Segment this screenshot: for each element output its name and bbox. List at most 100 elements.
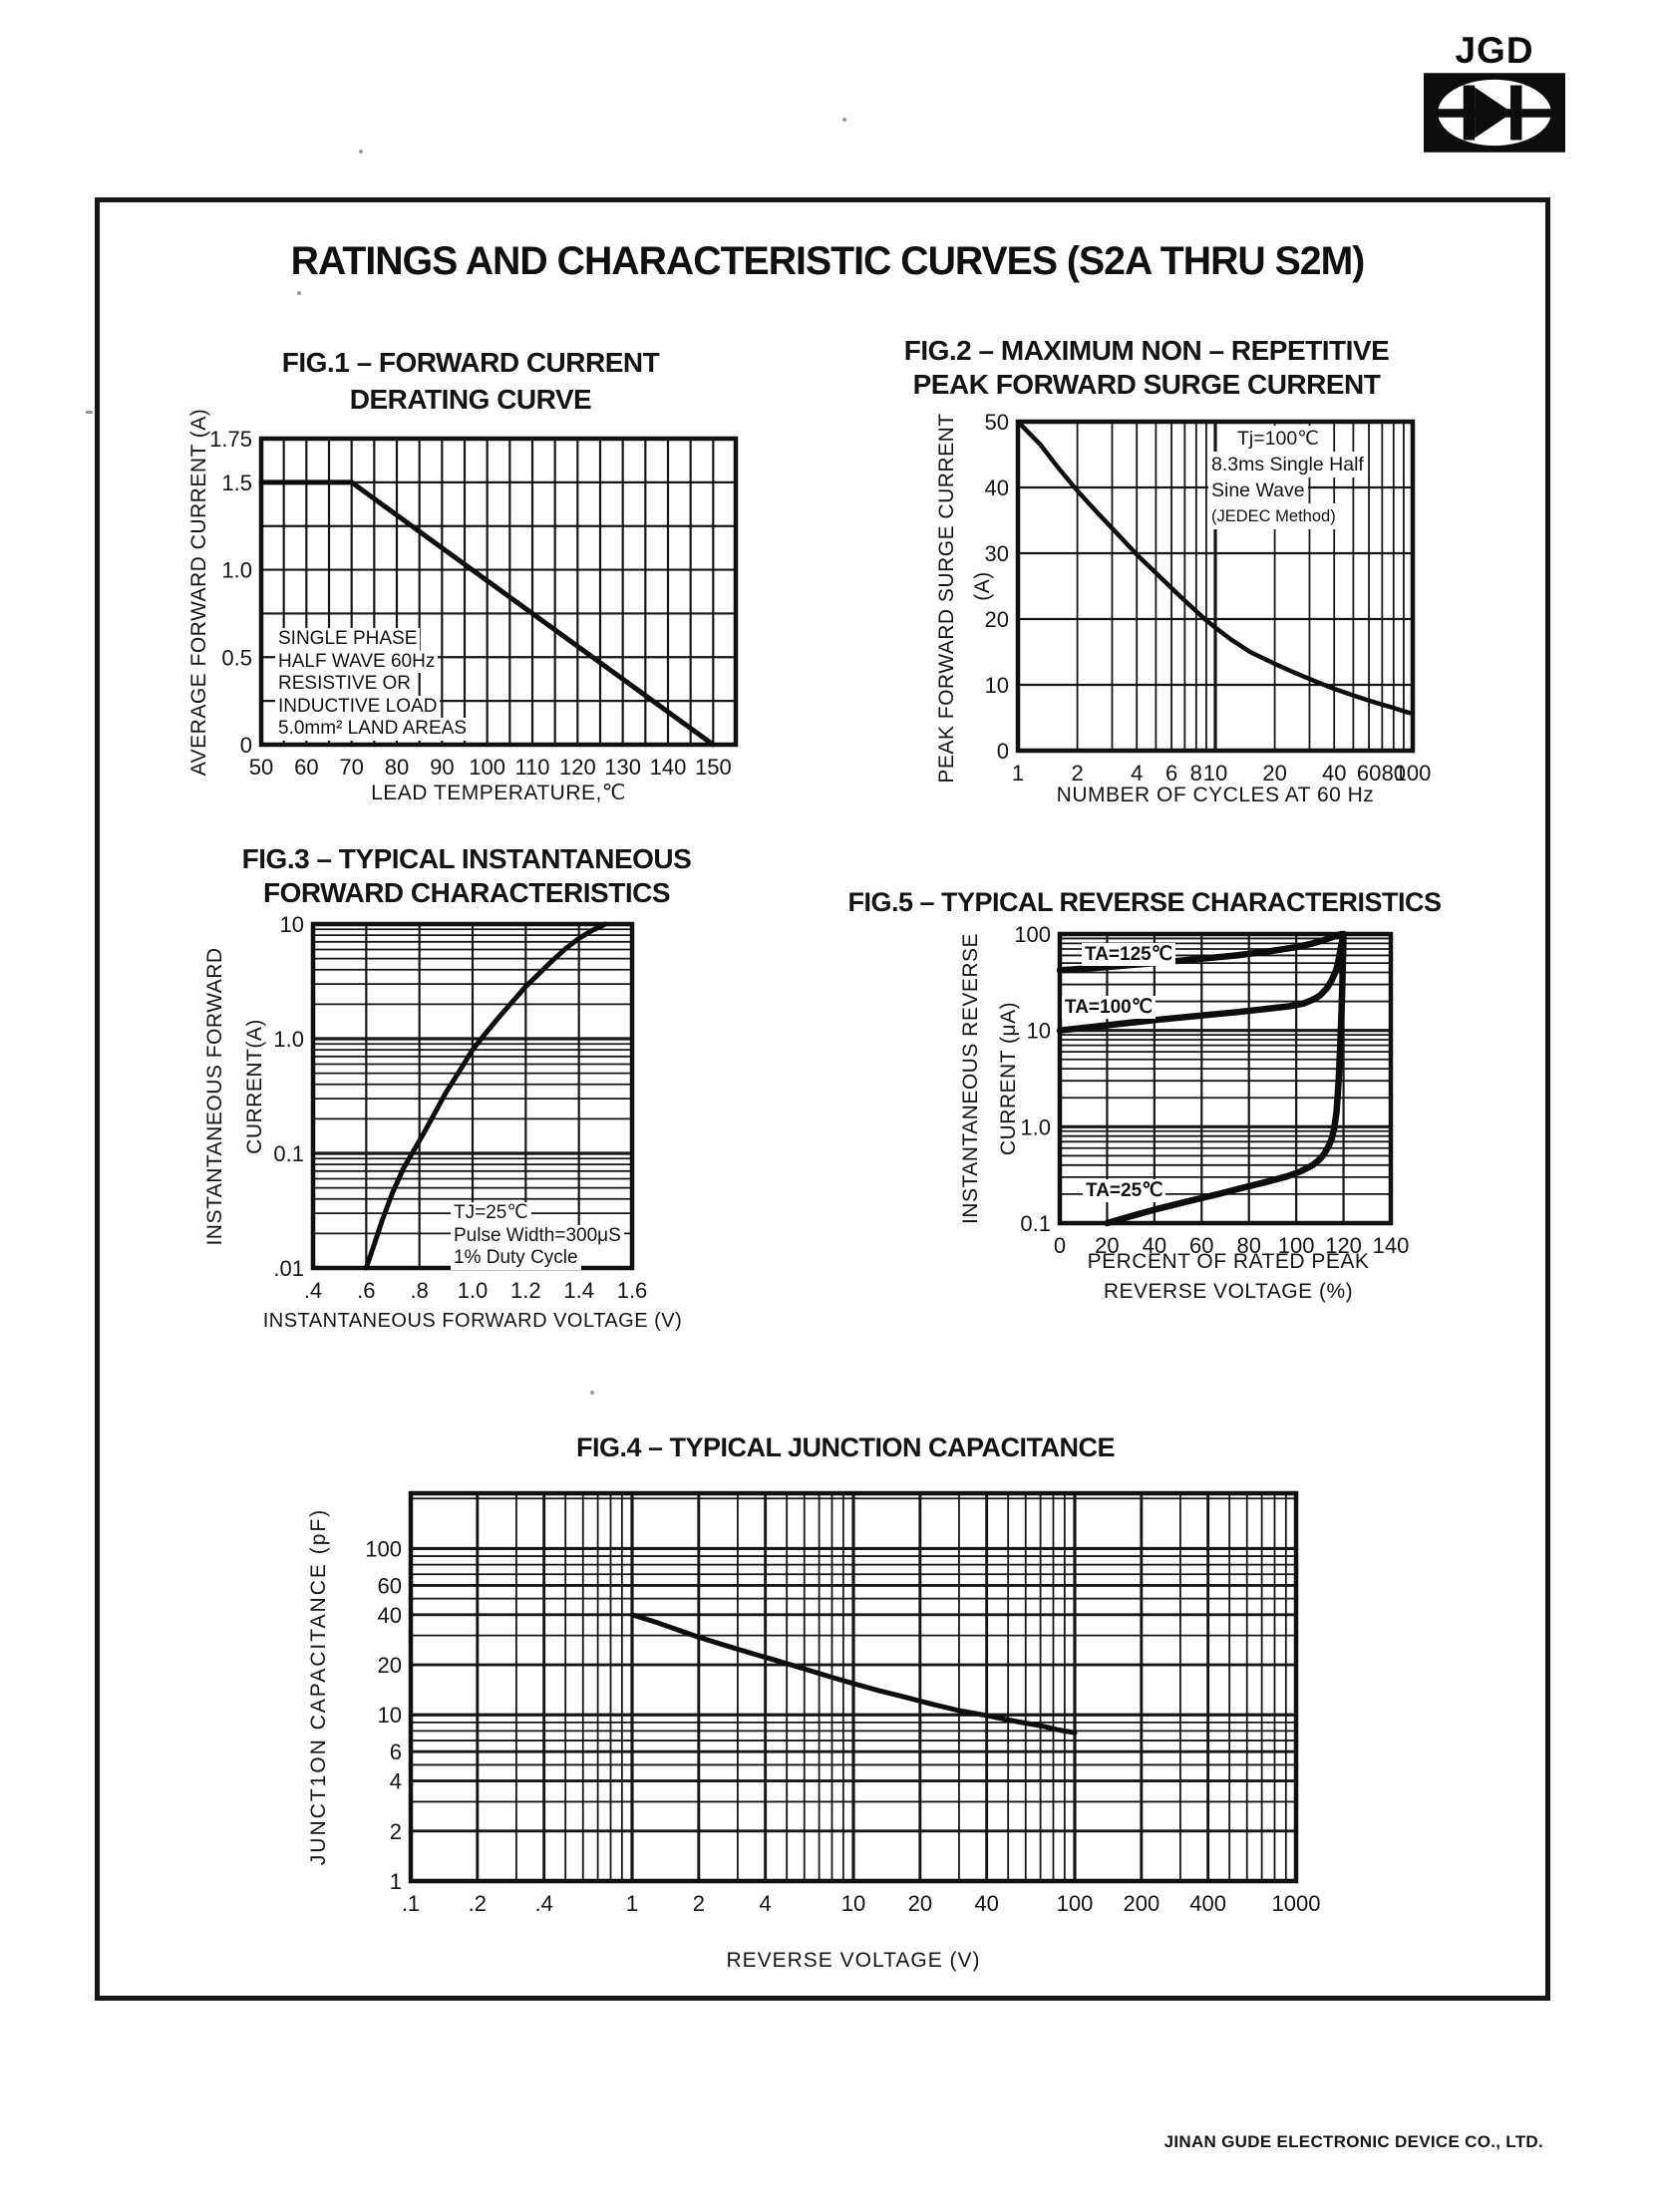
fig2-x-tick: 20	[1262, 761, 1286, 786]
fig1-y-tick: 1.5	[221, 471, 252, 495]
fig2-y-tick: 40	[985, 475, 1009, 500]
fig4-title: FIG.4 – TYPICAL JUNCTION CAPACITANCE	[575, 1432, 1116, 1462]
fig2-y-axis-unit-label: (A)	[971, 571, 994, 601]
fig2-x-tick: 2	[1071, 761, 1083, 786]
fig2-y-tick: 20	[985, 607, 1009, 632]
fig2-x-tick: 1	[1012, 761, 1024, 786]
fig3-x-tick: .6	[357, 1278, 375, 1303]
fig1-x-tick: 100	[469, 755, 505, 780]
fig1-x-tick: 80	[385, 755, 409, 780]
fig4-y-tick: 6	[390, 1739, 402, 1764]
fig2-x-tick: 6	[1165, 761, 1177, 786]
fig3-y-axis-unit-label: CURRENT(A)	[243, 1019, 266, 1154]
fig1-x-tick: 50	[249, 755, 273, 780]
fig3-title-line-1: FIG.3 – TYPICAL INSTANTANEOUS	[241, 843, 692, 874]
fig2-conditions-note: Tj=100℃ 8.3ms Single Half Sine Wave (JEDEC …	[1208, 426, 1367, 529]
fig5-x-tick: 60	[1189, 1233, 1213, 1258]
fig4-y-tick: 1	[390, 1869, 402, 1894]
fig5-curve-label-ta100: TA=100℃	[1062, 996, 1157, 1019]
fig1-title-line-2: DERATING CURVE	[349, 384, 592, 415]
fig2-x-tick: 10	[1203, 761, 1227, 786]
scan-artifact	[86, 411, 93, 414]
fig5-y-axis-unit-label: CURRENT (μA)	[997, 1001, 1020, 1156]
fig3-series-forward-voltage-current	[363, 921, 608, 1271]
fig5-y-axis-label: INSTANTANEOUS REVERSE	[959, 932, 982, 1225]
fig5-y-tick: 0.1	[1020, 1211, 1051, 1236]
fig5-series-ta-25	[1104, 930, 1347, 1227]
fig2-x-tick: 100	[1395, 761, 1432, 786]
fig4-x-axis-label: REVERSE VOLTAGE (V)	[726, 1949, 981, 1972]
fig4-y-tick: 2	[390, 1819, 402, 1844]
fig4-x-tick: 40	[974, 1891, 998, 1916]
fig1-x-tick: 90	[430, 755, 454, 780]
fig1-x-tick: 70	[339, 755, 363, 780]
fig3-x-tick: 1.2	[510, 1278, 541, 1303]
fig2-note-line: Sine Wave	[1208, 477, 1308, 503]
fig4-y-tick: 100	[365, 1536, 402, 1561]
fig2-y-axis-label: PEAK FORWARD SURGE CURRENT	[935, 413, 958, 784]
fig1-note-line: INDUCTIVE LOAD	[275, 695, 441, 718]
fig4-x-tick: 2	[693, 1891, 705, 1916]
fig5-y-tick: 10	[1027, 1019, 1051, 1044]
fig3-x-tick: 1.6	[617, 1278, 648, 1303]
fig4-x-tick: 10	[841, 1891, 865, 1916]
fig4-x-tick: .4	[534, 1891, 552, 1916]
page-border	[95, 197, 1550, 2001]
fig3-note-line: Pulse Width=300μS	[451, 1224, 624, 1247]
fig3-x-tick: 1.0	[458, 1278, 489, 1303]
fig1-note-line: HALF WAVE 60Hz	[275, 650, 439, 673]
fig5-x-tick: 80	[1236, 1233, 1260, 1258]
fig3-y-tick: 1.0	[273, 1027, 304, 1052]
fig3-conditions-note: TJ=25℃ Pulse Width=300μS 1% Duty Cycle	[451, 1202, 624, 1270]
fig1-x-tick: 150	[695, 755, 732, 780]
fig3-x-tick: .4	[304, 1278, 322, 1303]
fig5-chart: 0 20 40 60 80 100 120 140 100 10 1.0 0.1	[1014, 922, 1409, 1258]
fig2-x-axis-label: NUMBER OF CYCLES AT 60 Hz	[1056, 784, 1375, 806]
fig4-x-tick: 100	[1057, 1891, 1094, 1916]
fig2-title-line-2: PEAK FORWARD SURGE CURRENT	[912, 369, 1381, 400]
fig1-note-line: RESISTIVE OR	[275, 673, 415, 696]
fig2-x-tick: 40	[1322, 761, 1346, 786]
jgd-diode-logo-icon	[1424, 72, 1565, 158]
fig2-x-tick: 80	[1382, 761, 1406, 786]
fig4-x-tick: .1	[402, 1891, 420, 1916]
scan-artifact	[297, 291, 301, 295]
jgd-logo-text: JGD	[1455, 30, 1534, 71]
fig1-note-line: SINGLE PHASE	[275, 628, 421, 651]
fig2-y-tick: 50	[985, 410, 1009, 435]
fig3-x-tick: 1.4	[563, 1278, 594, 1303]
fig5-series-ta-100	[1056, 930, 1347, 1034]
fig2-note-line: (JEDEC Method)	[1208, 503, 1339, 529]
fig3-y-axis-label: INSTANTANEOUS FORWARD	[203, 947, 226, 1246]
scan-artifact	[590, 1391, 594, 1395]
fig1-x-tick: 140	[650, 755, 687, 780]
fig5-x-tick: 100	[1278, 1233, 1315, 1258]
fig3-note-line: 1% Duty Cycle	[451, 1247, 581, 1270]
fig1-conditions-note: SINGLE PHASE HALF WAVE 60Hz RESISTIVE OR IN…	[275, 628, 470, 741]
fig5-x-tick: 140	[1373, 1233, 1410, 1258]
fig5-x-tick: 20	[1095, 1233, 1119, 1258]
fig3-title-line-2: FORWARD CHARACTERISTICS	[263, 877, 670, 908]
fig1-x-tick: 60	[294, 755, 318, 780]
fig3-y-tick: .01	[273, 1256, 304, 1281]
fig1-title-line-1: FIG.1 – FORWARD CURRENT	[281, 347, 660, 378]
fig1-y-tick: 0.5	[221, 645, 252, 670]
fig1-y-tick: 1.0	[221, 558, 252, 583]
fig3-y-tick: 0.1	[273, 1141, 304, 1166]
company-footer: JINAN GUDE ELECTRONIC DEVICE CO., LTD.	[1163, 2132, 1543, 2151]
fig1-y-tick: 1.75	[209, 427, 252, 452]
fig1-note-line: 5.0mm² LAND AREAS	[275, 718, 470, 741]
scan-artifact	[842, 118, 846, 122]
fig4-chart: .1 .2 .4 1 2 4 10 20 40 100 200 400 1000 100 60 40 20 10 6…	[365, 1490, 1321, 1916]
fig4-x-tick: 1000	[1272, 1891, 1321, 1916]
fig2-note-line: 8.3ms Single Half	[1208, 452, 1367, 477]
fig3-x-tick: .8	[410, 1278, 428, 1303]
fig4-x-tick: 4	[760, 1891, 772, 1916]
fig1-x-tick: 130	[604, 755, 641, 780]
fig5-y-tick: 100	[1014, 922, 1051, 947]
fig4-x-tick: 20	[908, 1891, 932, 1916]
fig1-y-tick: 0	[240, 733, 252, 758]
fig5-curve-label-ta25: TA=25℃	[1083, 1179, 1166, 1202]
